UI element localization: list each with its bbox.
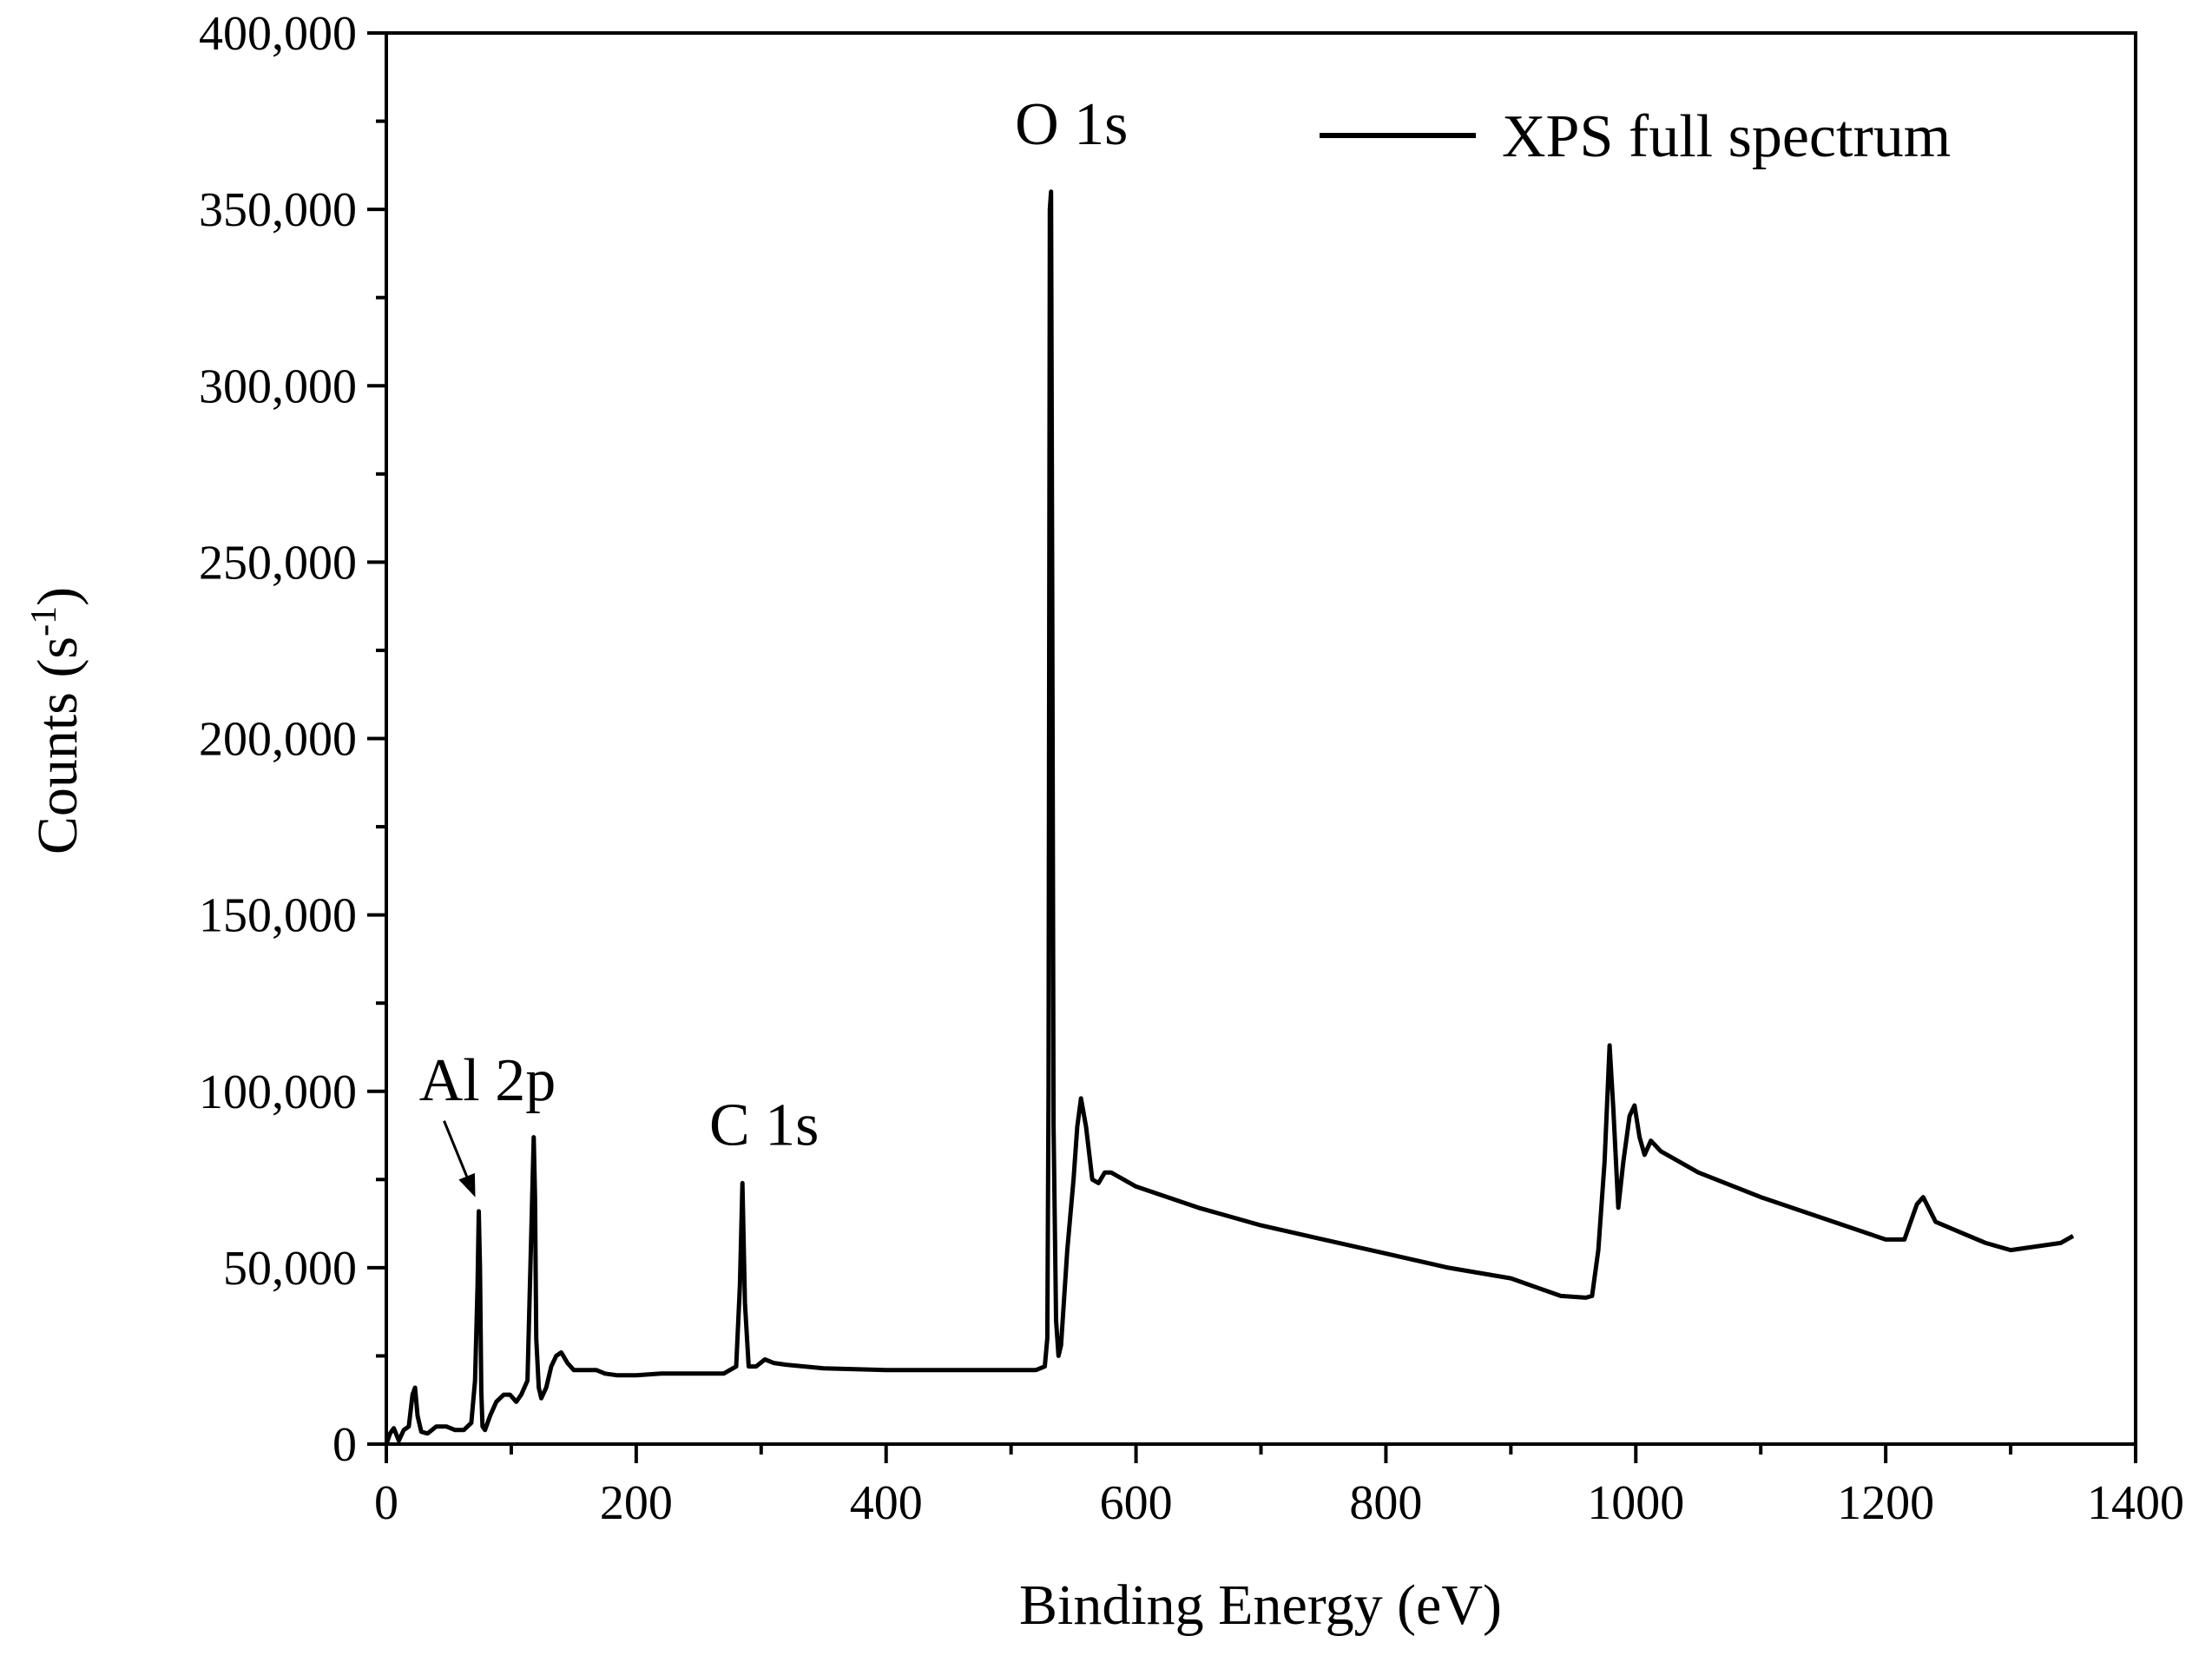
- x-tick-label: 800: [1349, 1476, 1422, 1530]
- x-tick-label: 1400: [2087, 1476, 2184, 1530]
- x-axis-ticks: [385, 1444, 2137, 1463]
- y-tick-label: 350,000: [199, 183, 357, 237]
- y-tick-label: 0: [332, 1418, 357, 1472]
- y-axis-title-main: Counts (s: [26, 637, 89, 854]
- al-2p-arrow: [443, 1120, 476, 1197]
- x-tick-label: 1200: [1837, 1476, 1934, 1530]
- x-tick-label: 1000: [1587, 1476, 1684, 1530]
- x-tick-label: 600: [1100, 1476, 1173, 1530]
- annotation-c-1s: C 1s: [709, 1092, 819, 1158]
- y-axis-title-superscript: -1: [24, 606, 64, 637]
- legend-label: XPS full spectrum: [1502, 103, 1951, 170]
- y-axis-title: Counts (s-1): [24, 587, 89, 854]
- y-tick-label: 50,000: [223, 1242, 357, 1296]
- y-axis-title-close: ): [26, 587, 89, 606]
- x-tick-label: 0: [374, 1476, 398, 1530]
- legend: XPS full spectrum: [1320, 103, 1951, 170]
- annotation-al-2p: Al 2p: [419, 1047, 556, 1114]
- y-axis-ticks: [367, 31, 386, 1446]
- annotation-o-1s: O 1s: [1015, 91, 1128, 158]
- y-tick-label: 300,000: [199, 360, 357, 413]
- y-tick-label: 100,000: [199, 1065, 357, 1119]
- arrow-head: [458, 1172, 476, 1197]
- x-tick-label: 200: [600, 1476, 673, 1530]
- y-tick-label: 150,000: [199, 889, 357, 943]
- plot-frame: [385, 31, 2137, 1446]
- y-tick-label: 250,000: [199, 536, 357, 590]
- arrow-shaft: [443, 1120, 469, 1178]
- x-axis-title: Binding Energy (eV): [1019, 1573, 1502, 1637]
- x-tick-label: 400: [850, 1476, 923, 1530]
- xps-spectrum-line: [384, 189, 2075, 1445]
- y-tick-label: 200,000: [199, 713, 357, 767]
- x-axis-tick-labels: 0 200 400 600 800 1000 1200 1400: [374, 1476, 2184, 1530]
- y-tick-label: 400,000: [199, 7, 357, 61]
- y-axis-tick-labels: 0 50,000 100,000 150,000 200,000 250,000 300,0…: [199, 7, 357, 1472]
